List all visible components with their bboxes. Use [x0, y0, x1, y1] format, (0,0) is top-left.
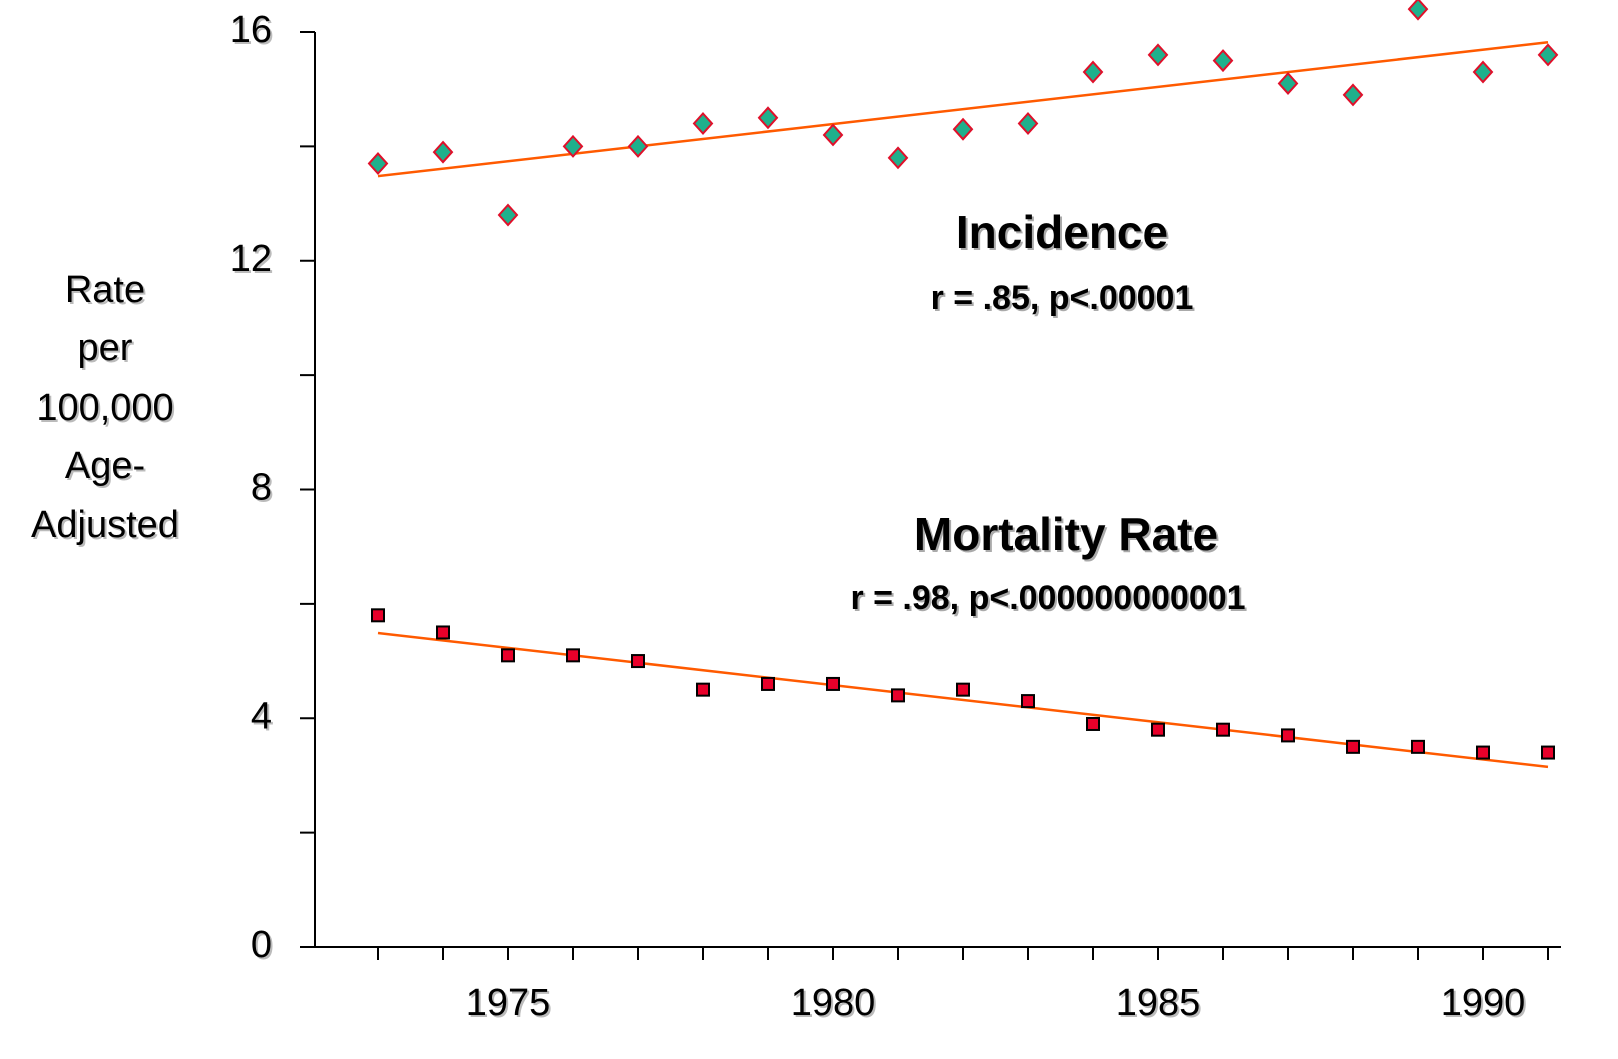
trend-line: [377, 41, 1549, 178]
point: [1541, 745, 1555, 760]
x-tick-label: 1985: [1116, 982, 1201, 1024]
series-annotation: r = .85, p<.00001: [931, 279, 1194, 317]
point: [1212, 49, 1234, 73]
point: [627, 134, 649, 158]
point: [1281, 728, 1295, 743]
point: [952, 117, 974, 141]
y-tick-label: 12: [230, 238, 272, 280]
point: [367, 152, 389, 176]
series-annotation: r = .98, p<.000000000001: [850, 579, 1245, 617]
point: [891, 688, 905, 703]
point: [1086, 716, 1100, 731]
y-tick-label: 0: [251, 924, 272, 966]
point: [1476, 745, 1490, 760]
point: [1411, 739, 1425, 754]
point: [371, 608, 385, 623]
point: [1021, 694, 1035, 709]
trend-line: [377, 631, 1549, 769]
y-axis-label: Age-: [65, 445, 145, 487]
point: [696, 682, 710, 697]
point: [432, 140, 454, 164]
point: [1277, 71, 1299, 95]
point: [1346, 739, 1360, 754]
point: [1407, 0, 1429, 21]
point: [1472, 60, 1494, 84]
x-tick-label: 1975: [466, 982, 551, 1024]
y-tick-label: 16: [230, 9, 272, 51]
series-name: Mortality Rate: [914, 508, 1218, 560]
y-axis-label: Rate: [65, 269, 145, 311]
point: [822, 123, 844, 147]
point: [436, 625, 450, 640]
point: [1151, 722, 1165, 737]
point: [631, 654, 645, 669]
point: [1147, 43, 1169, 67]
y-axis-label: Adjusted: [31, 504, 179, 546]
point: [1017, 112, 1039, 135]
point: [757, 106, 779, 130]
point: [826, 676, 840, 691]
y-tick-label: 4: [251, 695, 272, 737]
x-tick-label: 1980: [791, 982, 876, 1024]
series-name: Incidence: [956, 206, 1168, 258]
x-tick-label: 1990: [1441, 982, 1526, 1024]
point: [1342, 83, 1364, 107]
point: [761, 676, 775, 691]
y-axis-label: per: [78, 327, 133, 369]
point: [956, 682, 970, 697]
point: [1537, 43, 1559, 67]
point: [887, 146, 909, 170]
y-tick-label: 8: [251, 467, 272, 509]
point: [497, 203, 519, 227]
point: [562, 134, 584, 158]
point: [1082, 60, 1104, 84]
point: [501, 648, 515, 663]
y-axis-label: 100,000: [36, 387, 173, 429]
point: [692, 112, 714, 135]
point: [1216, 722, 1230, 737]
point: [566, 648, 580, 663]
